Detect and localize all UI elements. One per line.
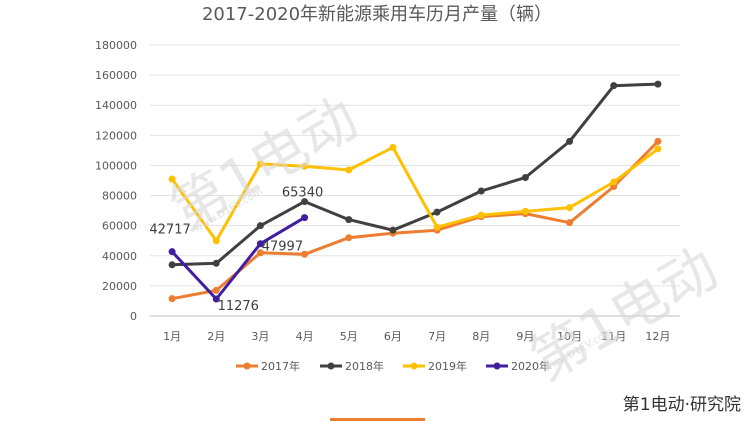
data-point: [433, 223, 441, 231]
data-point: [301, 198, 309, 206]
data-point: [389, 226, 397, 234]
data-point: [610, 82, 618, 90]
data-point: [345, 216, 353, 224]
x-tick-label: 2月: [207, 330, 225, 343]
data-point: [212, 286, 220, 294]
y-tick-label: 40000: [102, 250, 137, 263]
y-tick-label: 60000: [102, 220, 137, 233]
x-tick-label: 3月: [251, 330, 269, 343]
data-point: [256, 222, 264, 230]
y-tick-label: 100000: [95, 159, 137, 172]
data-point: [389, 143, 397, 151]
x-tick-label: 1月: [163, 330, 181, 343]
data-point: [566, 137, 574, 145]
data-point: [212, 259, 220, 267]
series-line: [170, 216, 307, 301]
data-point: [477, 187, 485, 195]
data-point: [521, 207, 529, 215]
data-point: [212, 295, 220, 303]
data-point: [168, 295, 176, 303]
data-point: [345, 166, 353, 174]
data-label: 42717: [149, 223, 190, 238]
data-point: [256, 160, 264, 168]
data-label: 65340: [282, 186, 323, 201]
legend-label: 2017年: [261, 359, 300, 373]
data-point: [654, 80, 662, 88]
y-tick-label: 180000: [95, 39, 137, 52]
data-point: [566, 219, 574, 227]
y-tick-label: 160000: [95, 69, 137, 82]
data-point: [521, 173, 529, 181]
legend-marker: [410, 362, 418, 370]
x-tick-label: 5月: [340, 330, 358, 343]
x-tick-label: 8月: [472, 330, 490, 343]
data-label: 47997: [262, 240, 303, 255]
legend-label: 2019年: [428, 359, 467, 373]
y-tick-label: 20000: [102, 280, 137, 293]
series-line: [170, 139, 660, 301]
legend-marker: [243, 362, 251, 370]
x-tick-label: 12月: [645, 330, 670, 343]
data-point: [168, 248, 176, 256]
x-tick-label: 10月: [557, 330, 582, 343]
series-line: [170, 82, 660, 267]
footer-bar: [330, 418, 425, 421]
data-point: [654, 145, 662, 153]
data-point: [168, 261, 176, 269]
data-point: [610, 178, 618, 186]
x-tick-label: 11月: [601, 330, 626, 343]
y-tick-label: 120000: [95, 129, 137, 142]
data-point: [433, 208, 441, 216]
data-point: [566, 204, 574, 212]
footer-logo: 第1电动·研究院: [622, 395, 741, 415]
x-tick-label: 6月: [384, 330, 402, 343]
legend-label: 2018年: [345, 359, 384, 373]
data-point: [301, 250, 309, 258]
legend-label: 2020年: [511, 359, 550, 373]
x-tick-label: 9月: [516, 330, 534, 343]
data-point: [212, 237, 220, 245]
data-label: 11276: [218, 299, 259, 314]
legend-marker: [327, 362, 335, 370]
data-point: [301, 162, 309, 170]
data-point: [345, 234, 353, 242]
y-tick-label: 0: [130, 310, 137, 323]
data-point: [256, 249, 264, 257]
legend-marker: [493, 362, 501, 370]
y-tick-label: 140000: [95, 99, 137, 112]
y-tick-label: 80000: [102, 190, 137, 203]
series-line: [170, 145, 660, 243]
data-point: [168, 175, 176, 183]
data-point: [256, 240, 264, 248]
data-point: [477, 211, 485, 219]
chart-title: 2017-2020年新能源乘用车历月产量（辆）: [202, 4, 552, 25]
data-point: [301, 214, 309, 222]
x-tick-label: 4月: [296, 330, 314, 343]
x-tick-label: 7月: [428, 330, 446, 343]
data-point: [654, 137, 662, 145]
